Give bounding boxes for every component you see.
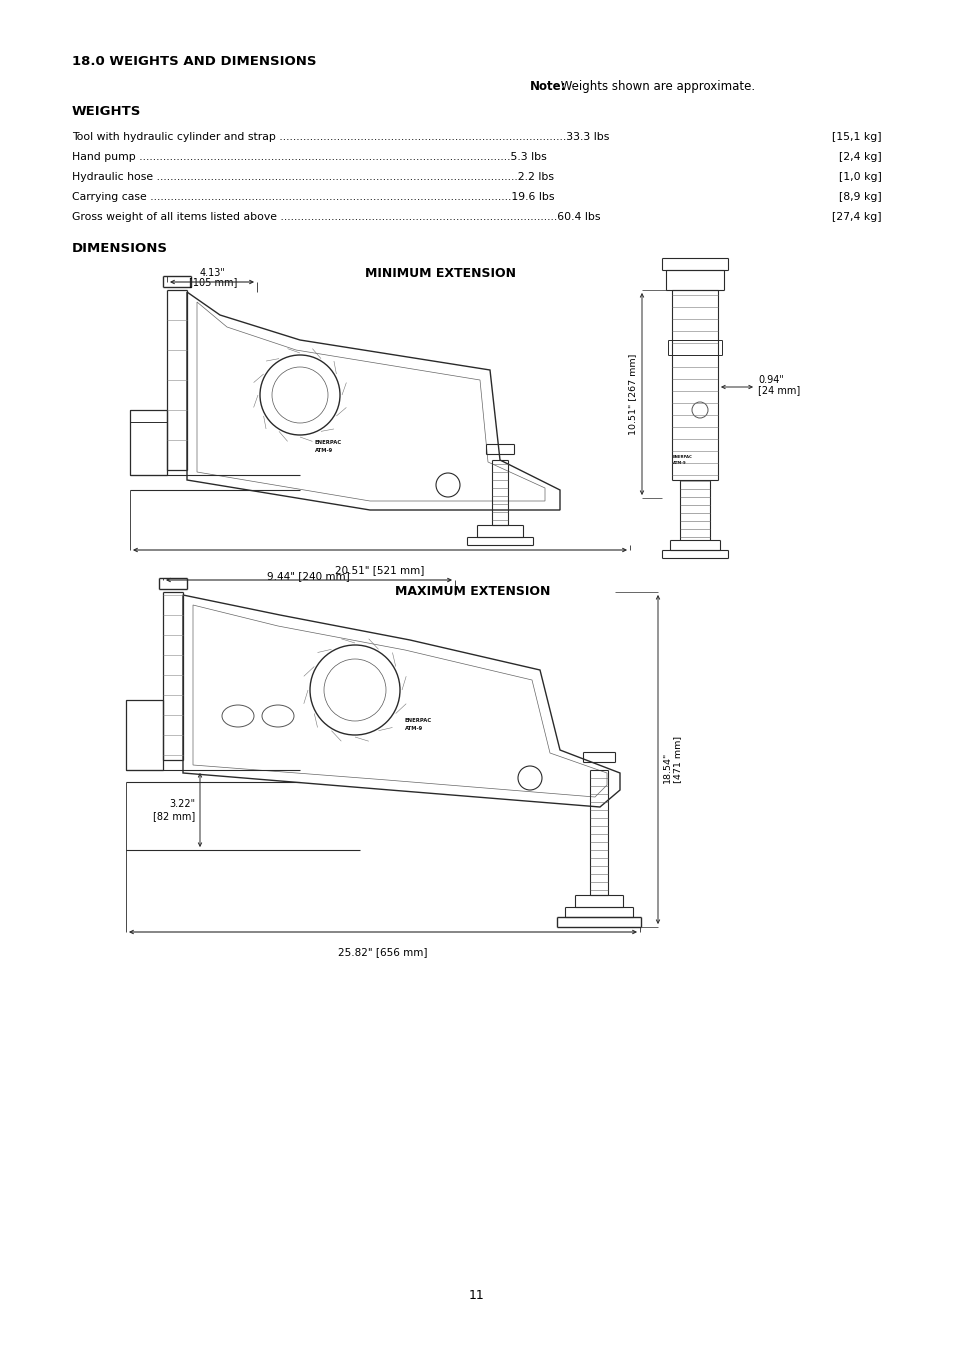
Text: [2,4 kg]: [2,4 kg] bbox=[839, 153, 882, 162]
Text: [8,9 kg]: [8,9 kg] bbox=[839, 192, 882, 202]
Text: ENERPAC: ENERPAC bbox=[672, 455, 692, 459]
Text: [1,0 kg]: [1,0 kg] bbox=[839, 171, 882, 182]
Text: ATM-9: ATM-9 bbox=[672, 460, 686, 464]
Text: MINIMUM EXTENSION: MINIMUM EXTENSION bbox=[365, 267, 516, 279]
Text: 4.13": 4.13" bbox=[200, 269, 226, 278]
Text: Carrying case ..................................................................: Carrying case ..........................… bbox=[71, 192, 554, 202]
Text: [24 mm]: [24 mm] bbox=[758, 385, 800, 396]
Text: DIMENSIONS: DIMENSIONS bbox=[71, 242, 168, 255]
Text: ENERPAC: ENERPAC bbox=[314, 440, 342, 446]
Text: 0.94": 0.94" bbox=[758, 375, 783, 385]
Text: Tool with hydraulic cylinder and strap .........................................: Tool with hydraulic cylinder and strap .… bbox=[71, 132, 609, 142]
Text: 18.0 WEIGHTS AND DIMENSIONS: 18.0 WEIGHTS AND DIMENSIONS bbox=[71, 55, 316, 68]
Text: 10.51" [267 mm]: 10.51" [267 mm] bbox=[627, 354, 637, 435]
Text: 3.22"
[82 mm]: 3.22" [82 mm] bbox=[152, 799, 194, 821]
Text: Hydraulic hose .................................................................: Hydraulic hose .........................… bbox=[71, 171, 554, 182]
Text: 20.51" [521 mm]: 20.51" [521 mm] bbox=[335, 566, 424, 575]
Text: 18.54"
[471 mm]: 18.54" [471 mm] bbox=[662, 736, 681, 783]
Text: [27,4 kg]: [27,4 kg] bbox=[832, 212, 882, 221]
Text: Hand pump ......................................................................: Hand pump ..............................… bbox=[71, 153, 546, 162]
Text: ENERPAC: ENERPAC bbox=[405, 718, 432, 724]
Text: ATM-9: ATM-9 bbox=[314, 448, 333, 454]
Text: Weights shown are approximate.: Weights shown are approximate. bbox=[557, 80, 755, 93]
Text: 25.82" [656 mm]: 25.82" [656 mm] bbox=[338, 946, 427, 957]
Text: 9.44" [240 mm]: 9.44" [240 mm] bbox=[266, 571, 349, 580]
Text: MAXIMUM EXTENSION: MAXIMUM EXTENSION bbox=[395, 585, 550, 598]
Text: Note:: Note: bbox=[530, 80, 566, 93]
Text: Gross weight of all items listed above .........................................: Gross weight of all items listed above .… bbox=[71, 212, 599, 221]
Text: WEIGHTS: WEIGHTS bbox=[71, 105, 141, 117]
Text: ATM-9: ATM-9 bbox=[405, 726, 423, 730]
Text: [105 mm]: [105 mm] bbox=[189, 277, 237, 288]
Text: 11: 11 bbox=[469, 1289, 484, 1301]
Text: [15,1 kg]: [15,1 kg] bbox=[832, 132, 882, 142]
